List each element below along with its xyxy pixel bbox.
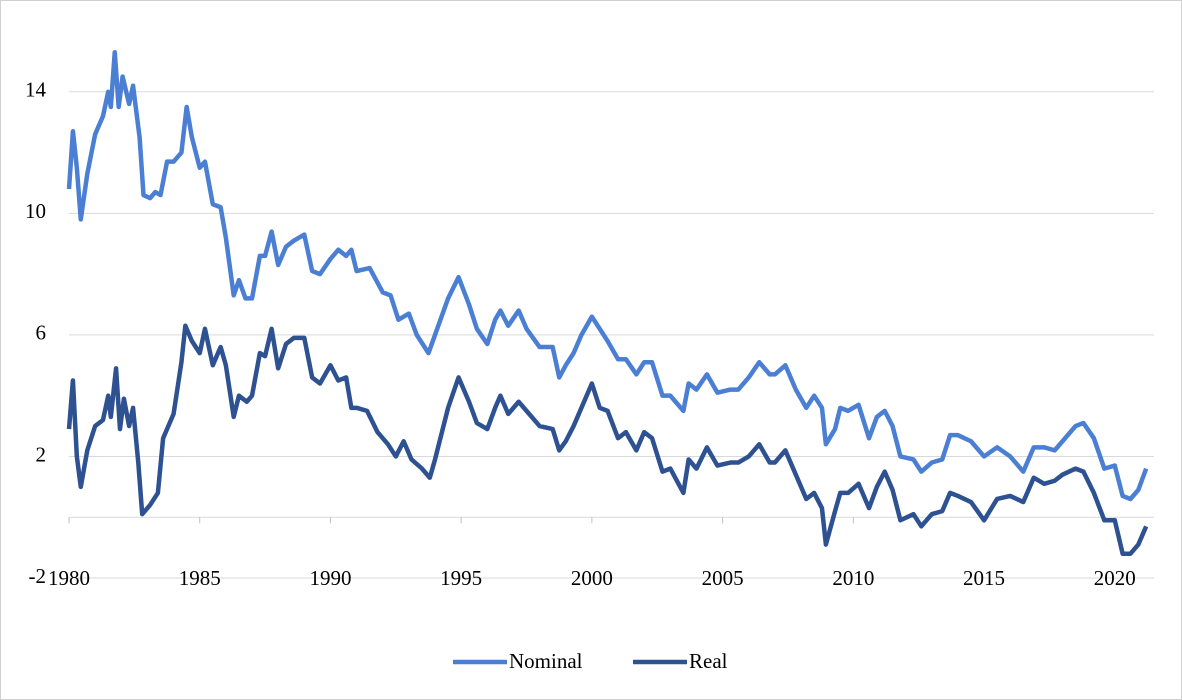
y-tick-label: 14 [25,78,47,102]
y-tick-label: 10 [25,199,46,223]
x-tick-label: 1980 [48,566,90,590]
series-line [66,323,1149,556]
legend-label: Real [689,649,728,673]
x-tick-label: 2010 [832,566,874,590]
x-tick-label: 1985 [179,566,221,590]
series-line [66,50,1149,502]
x-tick-label: 2015 [963,566,1005,590]
y-tick-label: 2 [36,442,47,466]
legend-label: Nominal [509,649,583,673]
x-tick-label: 1990 [309,566,351,590]
x-tick-label: 2000 [571,566,613,590]
x-tick-label: 1995 [440,566,482,590]
x-tick-label: 2020 [1094,566,1136,590]
y-tick-label: 6 [36,321,47,345]
x-tick-label: 2005 [702,566,744,590]
y-tick-label: -2 [29,564,47,588]
